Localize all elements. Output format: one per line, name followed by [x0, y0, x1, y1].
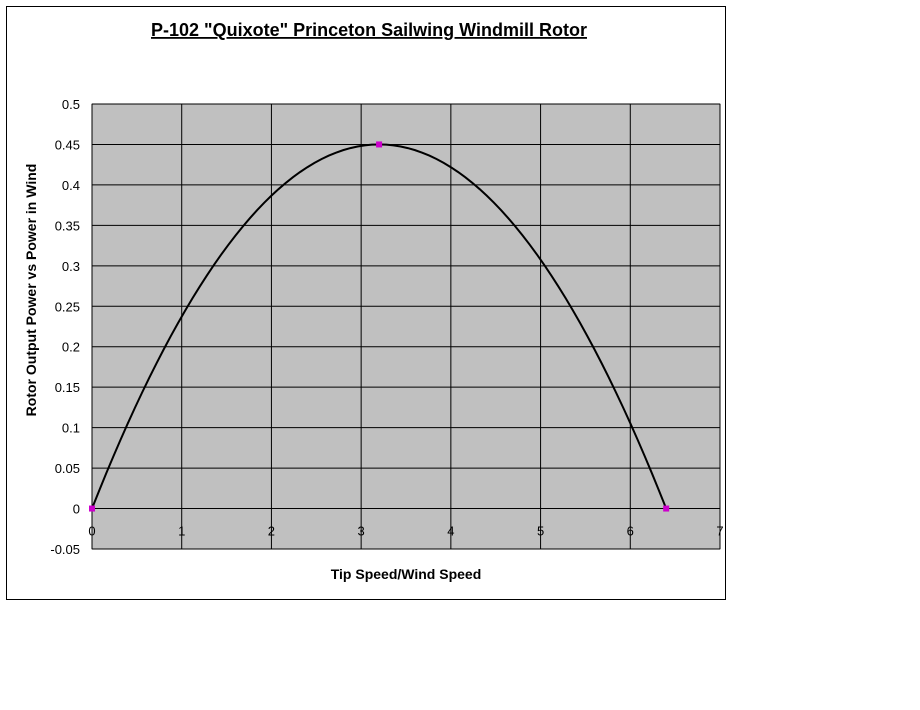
y-tick-label: 0.2 [62, 340, 80, 355]
plot-area [89, 103, 721, 550]
y-tick-label: 0 [73, 502, 80, 517]
data-point [376, 141, 383, 148]
data-point [89, 505, 95, 512]
y-axis-label: Rotor Output Power vs Power in Wind [23, 164, 39, 417]
x-axis-label: Tip Speed/Wind Speed [331, 566, 482, 582]
x-tick-label: 0 [88, 524, 95, 539]
chart-frame: P-102 "Quixote" Princeton Sailwing Windm… [6, 6, 726, 600]
x-tick-label: 7 [716, 524, 723, 539]
y-tick-label: 0.5 [62, 97, 80, 112]
x-tick-label: 6 [627, 524, 634, 539]
data-point [663, 505, 670, 512]
plot-background [91, 103, 721, 550]
chart-title: P-102 "Quixote" Princeton Sailwing Windm… [151, 20, 587, 40]
y-tick-label: 0.1 [62, 421, 80, 436]
chart-svg: P-102 "Quixote" Princeton Sailwing Windm… [23, 20, 724, 582]
x-tick-label: 3 [358, 524, 365, 539]
y-tick-label: -0.05 [50, 542, 80, 557]
x-tick-label: 2 [268, 524, 275, 539]
x-tick-label: 1 [178, 524, 185, 539]
y-tick-label: 0.05 [55, 461, 80, 476]
x-axis: 0 1 2 3 4 5 6 7 [88, 524, 723, 539]
y-tick-label: 0.15 [55, 380, 80, 395]
y-tick-label: 0.4 [62, 178, 80, 193]
x-tick-label: 4 [447, 524, 454, 539]
y-tick-label: 0.35 [55, 218, 80, 233]
y-axis: -0.05 0 0.05 0.1 0.15 0.2 0.25 0.3 0.35 0.4 0.45 0.… [50, 97, 80, 557]
x-tick-label: 5 [537, 524, 544, 539]
y-tick-label: 0.3 [62, 259, 80, 274]
y-tick-label: 0.25 [55, 299, 80, 314]
y-tick-label: 0.45 [55, 137, 80, 152]
